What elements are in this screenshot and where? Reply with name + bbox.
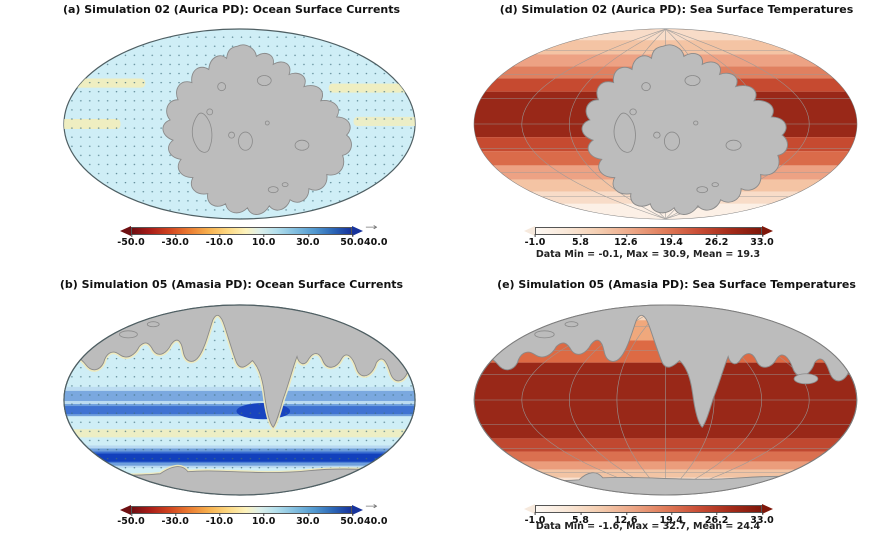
tick-label: -1.0 <box>524 512 546 526</box>
colorbar-ticks: -50.0 -30.0 -10.0 10.0 30.0 50.0 <box>117 513 364 530</box>
map-amasia-currents <box>63 304 416 496</box>
panel-e-title: (e) Simulation 05 (Amasia PD): Sea Surfa… <box>497 278 856 291</box>
colorbar-ticks: -1.0 5.8 12.6 19.4 26.2 33.0 <box>525 234 774 251</box>
tick-label: 30.0 <box>296 234 320 248</box>
colorbar-currents-a: -50.0 -30.0 -10.0 10.0 30.0 50.0 → 40.0 <box>117 223 387 255</box>
colorbar-gradient-bar <box>535 505 762 513</box>
islands <box>267 182 289 194</box>
colorbar-min-arrow-icon <box>120 505 131 515</box>
reference-vector-label: 40.0 <box>364 237 388 248</box>
tick-label: -10.0 <box>205 234 234 248</box>
tick-label: -10.0 <box>205 513 234 527</box>
colorbar-sst-d: -1.0 5.8 12.6 19.4 26.2 33.0 <box>524 225 774 255</box>
data-stats-line: Data Min = -1.6, Max = 32.7, Mean = 24.4 <box>535 521 761 532</box>
tick-label: 33.0 <box>750 234 774 248</box>
north-landmass <box>63 305 416 428</box>
reference-vector-label: 40.0 <box>364 516 388 527</box>
map-amasia-sst <box>473 304 858 496</box>
tick-label: 5.8 <box>571 512 589 526</box>
landmass-aurica <box>162 44 352 215</box>
tick-label: 12.6 <box>614 512 638 526</box>
reference-vector-arrow-icon: → <box>365 502 378 512</box>
map-border <box>63 304 416 496</box>
tick-label: -1.0 <box>524 234 546 248</box>
panel-b: (b) Simulation 05 (Amasia PD): Ocean Sur… <box>0 267 445 534</box>
colorbar-gradient-bar <box>535 227 762 235</box>
tick-label: 26.2 <box>704 234 729 248</box>
panel-e: (e) Simulation 05 (Amasia PD): Sea Surfa… <box>445 267 890 534</box>
panel-a: (a) Simulation 02 (Aurica PD): Ocean Sur… <box>0 0 445 267</box>
map-border <box>473 304 858 496</box>
tick-label: -50.0 <box>117 234 145 248</box>
tick-label: 50.0 <box>340 513 364 527</box>
colorbar-sst-e: -1.0 5.8 12.6 19.4 26.2 33.0 <box>524 503 774 533</box>
island-outlines <box>119 321 160 339</box>
tick-label: 33.0 <box>750 512 774 526</box>
tick-label: 19.4 <box>659 234 683 248</box>
island <box>793 373 819 385</box>
inland-lakes <box>191 75 310 153</box>
tick-label: 26.2 <box>704 512 729 526</box>
tick-label: -50.0 <box>117 513 145 527</box>
colorbar-ticks: -1.0 5.8 12.6 19.4 26.2 33.0 <box>525 512 774 529</box>
tick-label: -30.0 <box>161 513 189 527</box>
panel-a-title: (a) Simulation 02 (Aurica PD): Ocean Sur… <box>62 3 401 16</box>
colorbar-min-arrow-icon <box>524 504 535 514</box>
colorbar-max-arrow-icon <box>762 504 773 514</box>
colorbar-ticks: -50.0 -30.0 -10.0 10.0 30.0 50.0 <box>117 234 364 251</box>
map-aurica-sst <box>473 28 858 220</box>
tick-label: 10.0 <box>251 513 276 527</box>
tick-label: 12.6 <box>614 234 638 248</box>
panel-d-title: (d) Simulation 02 (Aurica PD): Sea Surfa… <box>499 3 854 16</box>
north-landmass <box>474 305 857 428</box>
tick-label: 10.0 <box>251 234 276 248</box>
colorbar-max-arrow-icon <box>762 226 773 236</box>
islands <box>696 182 719 194</box>
tick-label: 50.0 <box>340 234 364 248</box>
tick-label: 30.0 <box>296 513 320 527</box>
colorbar-currents-b: -50.0 -30.0 -10.0 10.0 30.0 50.0 → 40.0 <box>117 502 387 534</box>
panel-d: (d) Simulation 02 (Aurica PD): Sea Surfa… <box>445 0 890 267</box>
landmass-aurica <box>581 44 788 215</box>
panel-b-title: (b) Simulation 05 (Amasia PD): Ocean Sur… <box>59 278 404 291</box>
inland-lakes <box>613 75 742 153</box>
data-stats-line: Data Min = -0.1, Max = 30.9, Mean = 19.3 <box>535 249 761 260</box>
colorbar-max-arrow-icon <box>352 226 363 236</box>
island-outlines <box>534 321 579 339</box>
map-aurica-currents <box>63 28 416 220</box>
colorbar-gradient-bar <box>131 227 352 235</box>
reference-vector-arrow-icon: → <box>365 223 378 233</box>
tick-label: 19.4 <box>659 512 683 526</box>
colorbar-min-arrow-icon <box>120 226 131 236</box>
colorbar-min-arrow-icon <box>524 226 535 236</box>
colorbar-gradient-bar <box>131 506 352 514</box>
tick-label: 5.8 <box>571 234 589 248</box>
tick-label: -30.0 <box>161 234 189 248</box>
colorbar-max-arrow-icon <box>352 505 363 515</box>
